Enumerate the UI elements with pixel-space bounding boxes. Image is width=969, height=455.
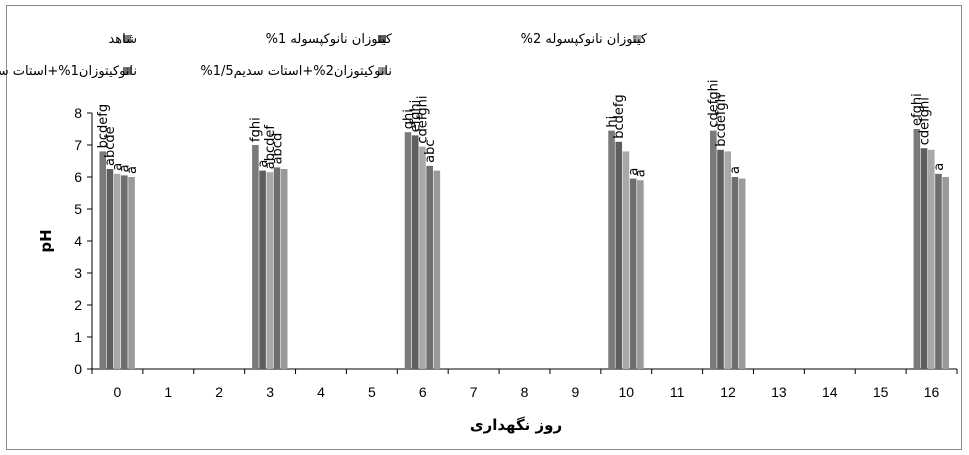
significance-label: bcdefg xyxy=(612,94,627,138)
bar xyxy=(128,177,135,369)
significance-label: a xyxy=(728,166,743,174)
x-tick-label: 15 xyxy=(873,384,889,400)
y-tick-label: 6 xyxy=(74,169,82,185)
bar xyxy=(731,177,739,369)
bar xyxy=(433,170,441,369)
bar xyxy=(259,170,266,369)
bar xyxy=(738,178,746,369)
bar xyxy=(404,132,412,369)
significance-label: efghi xyxy=(910,93,925,126)
legend-label-0: شاهد xyxy=(108,32,137,47)
bar xyxy=(266,172,274,369)
y-axis-title: pH xyxy=(37,229,55,252)
legend-label-4: نانوکیتوزان2%+استات سدیم1/5% xyxy=(200,64,392,79)
x-tick-label: 14 xyxy=(822,384,838,400)
x-tick-label: 7 xyxy=(470,384,478,400)
bar xyxy=(927,149,935,369)
bar xyxy=(724,151,732,369)
bar xyxy=(615,141,623,369)
y-tick-label: 0 xyxy=(74,361,82,377)
x-tick-label: 5 xyxy=(368,384,376,400)
bar xyxy=(252,145,259,369)
significance-label: a xyxy=(110,163,125,171)
significance-label: abcdef xyxy=(263,125,278,170)
legend-swatch-4 xyxy=(378,67,386,75)
x-tick-label: 3 xyxy=(266,384,274,400)
x-tick-label: 2 xyxy=(215,384,223,400)
bar xyxy=(426,165,433,369)
significance-label: a xyxy=(256,160,271,168)
bar xyxy=(411,135,419,369)
legend: شاهد کیتوزان نانوکپسوله 1% کیتوزان نانوک… xyxy=(0,32,648,79)
bar xyxy=(113,173,121,369)
legend-label-1: کیتوزان نانوکپسوله 1% xyxy=(266,32,393,47)
significance-label: bcdefg xyxy=(96,104,111,148)
y-tick-label: 5 xyxy=(74,201,82,217)
bar xyxy=(913,129,921,369)
bars xyxy=(99,129,949,369)
significance-label: a xyxy=(932,163,947,171)
legend-swatch-2 xyxy=(633,35,641,43)
x-tick-label: 10 xyxy=(618,384,634,400)
y-tick-label: 8 xyxy=(74,105,82,121)
x-tick-label: 4 xyxy=(317,384,325,400)
bar xyxy=(106,169,114,369)
bar xyxy=(280,169,288,369)
significance-label: abcde xyxy=(103,126,118,166)
y-tick-label: 7 xyxy=(74,137,82,153)
significance-label: cdefghi xyxy=(416,96,431,144)
bar xyxy=(942,177,949,369)
legend-swatch-1 xyxy=(378,35,386,43)
x-tick-label: 8 xyxy=(521,384,529,400)
chart-frame xyxy=(6,5,962,450)
significance-label: ghi xyxy=(401,109,416,129)
significance-label: abcd xyxy=(270,133,285,165)
legend-swatch-0 xyxy=(123,35,131,43)
legend-label-3: نانوکیتوزان1%+استات سدیم1/5% xyxy=(0,64,137,79)
bar xyxy=(622,151,630,369)
significance-label: cdefghi xyxy=(707,80,722,128)
significance-label: a xyxy=(634,169,649,177)
significance-label: a xyxy=(118,164,133,172)
significance-label: a xyxy=(125,166,140,174)
significance-label: efghi xyxy=(409,100,424,133)
bar xyxy=(608,130,615,369)
x-tick-label: 16 xyxy=(924,384,940,400)
bar xyxy=(629,178,637,369)
y-tick-label: 2 xyxy=(74,297,82,313)
bar xyxy=(273,167,281,369)
bar xyxy=(99,151,107,369)
bar xyxy=(419,146,426,369)
significance-label: abc xyxy=(423,139,438,162)
x-tick-label: 9 xyxy=(571,384,579,400)
bar xyxy=(121,175,128,369)
bar xyxy=(920,148,928,369)
bar xyxy=(935,173,942,369)
x-axis-title: روز نگهداری xyxy=(470,416,562,434)
legend-swatch-3 xyxy=(123,67,131,75)
x-tick-label: 6 xyxy=(419,384,427,400)
x-tick-label: 12 xyxy=(720,384,736,400)
y-tick-label: 4 xyxy=(74,233,82,249)
y-axis: 0 1 2 3 4 5 6 7 8 xyxy=(74,105,93,377)
x-tick-label: 13 xyxy=(771,384,787,400)
legend-label-2: کیتوزان نانوکپسوله 2% xyxy=(521,32,648,47)
significance-label: fghi xyxy=(249,117,264,142)
x-axis: 0 1 2 3 4 5 6 7 8 9 10 11 12 13 14 15 16 xyxy=(91,368,958,400)
bar xyxy=(637,180,644,369)
x-tick-label: 11 xyxy=(670,384,685,400)
significance-label: bcdefgh xyxy=(714,94,729,147)
y-tick-label: 1 xyxy=(74,329,82,345)
y-tick-label: 3 xyxy=(74,265,82,281)
significance-label: cdefghi xyxy=(917,97,932,145)
significance-label: hi xyxy=(605,116,620,128)
bar xyxy=(717,149,724,369)
significance-label: a xyxy=(626,168,641,176)
x-tick-label: 1 xyxy=(164,384,172,400)
bar xyxy=(710,130,717,369)
x-tick-label: 0 xyxy=(114,384,122,400)
